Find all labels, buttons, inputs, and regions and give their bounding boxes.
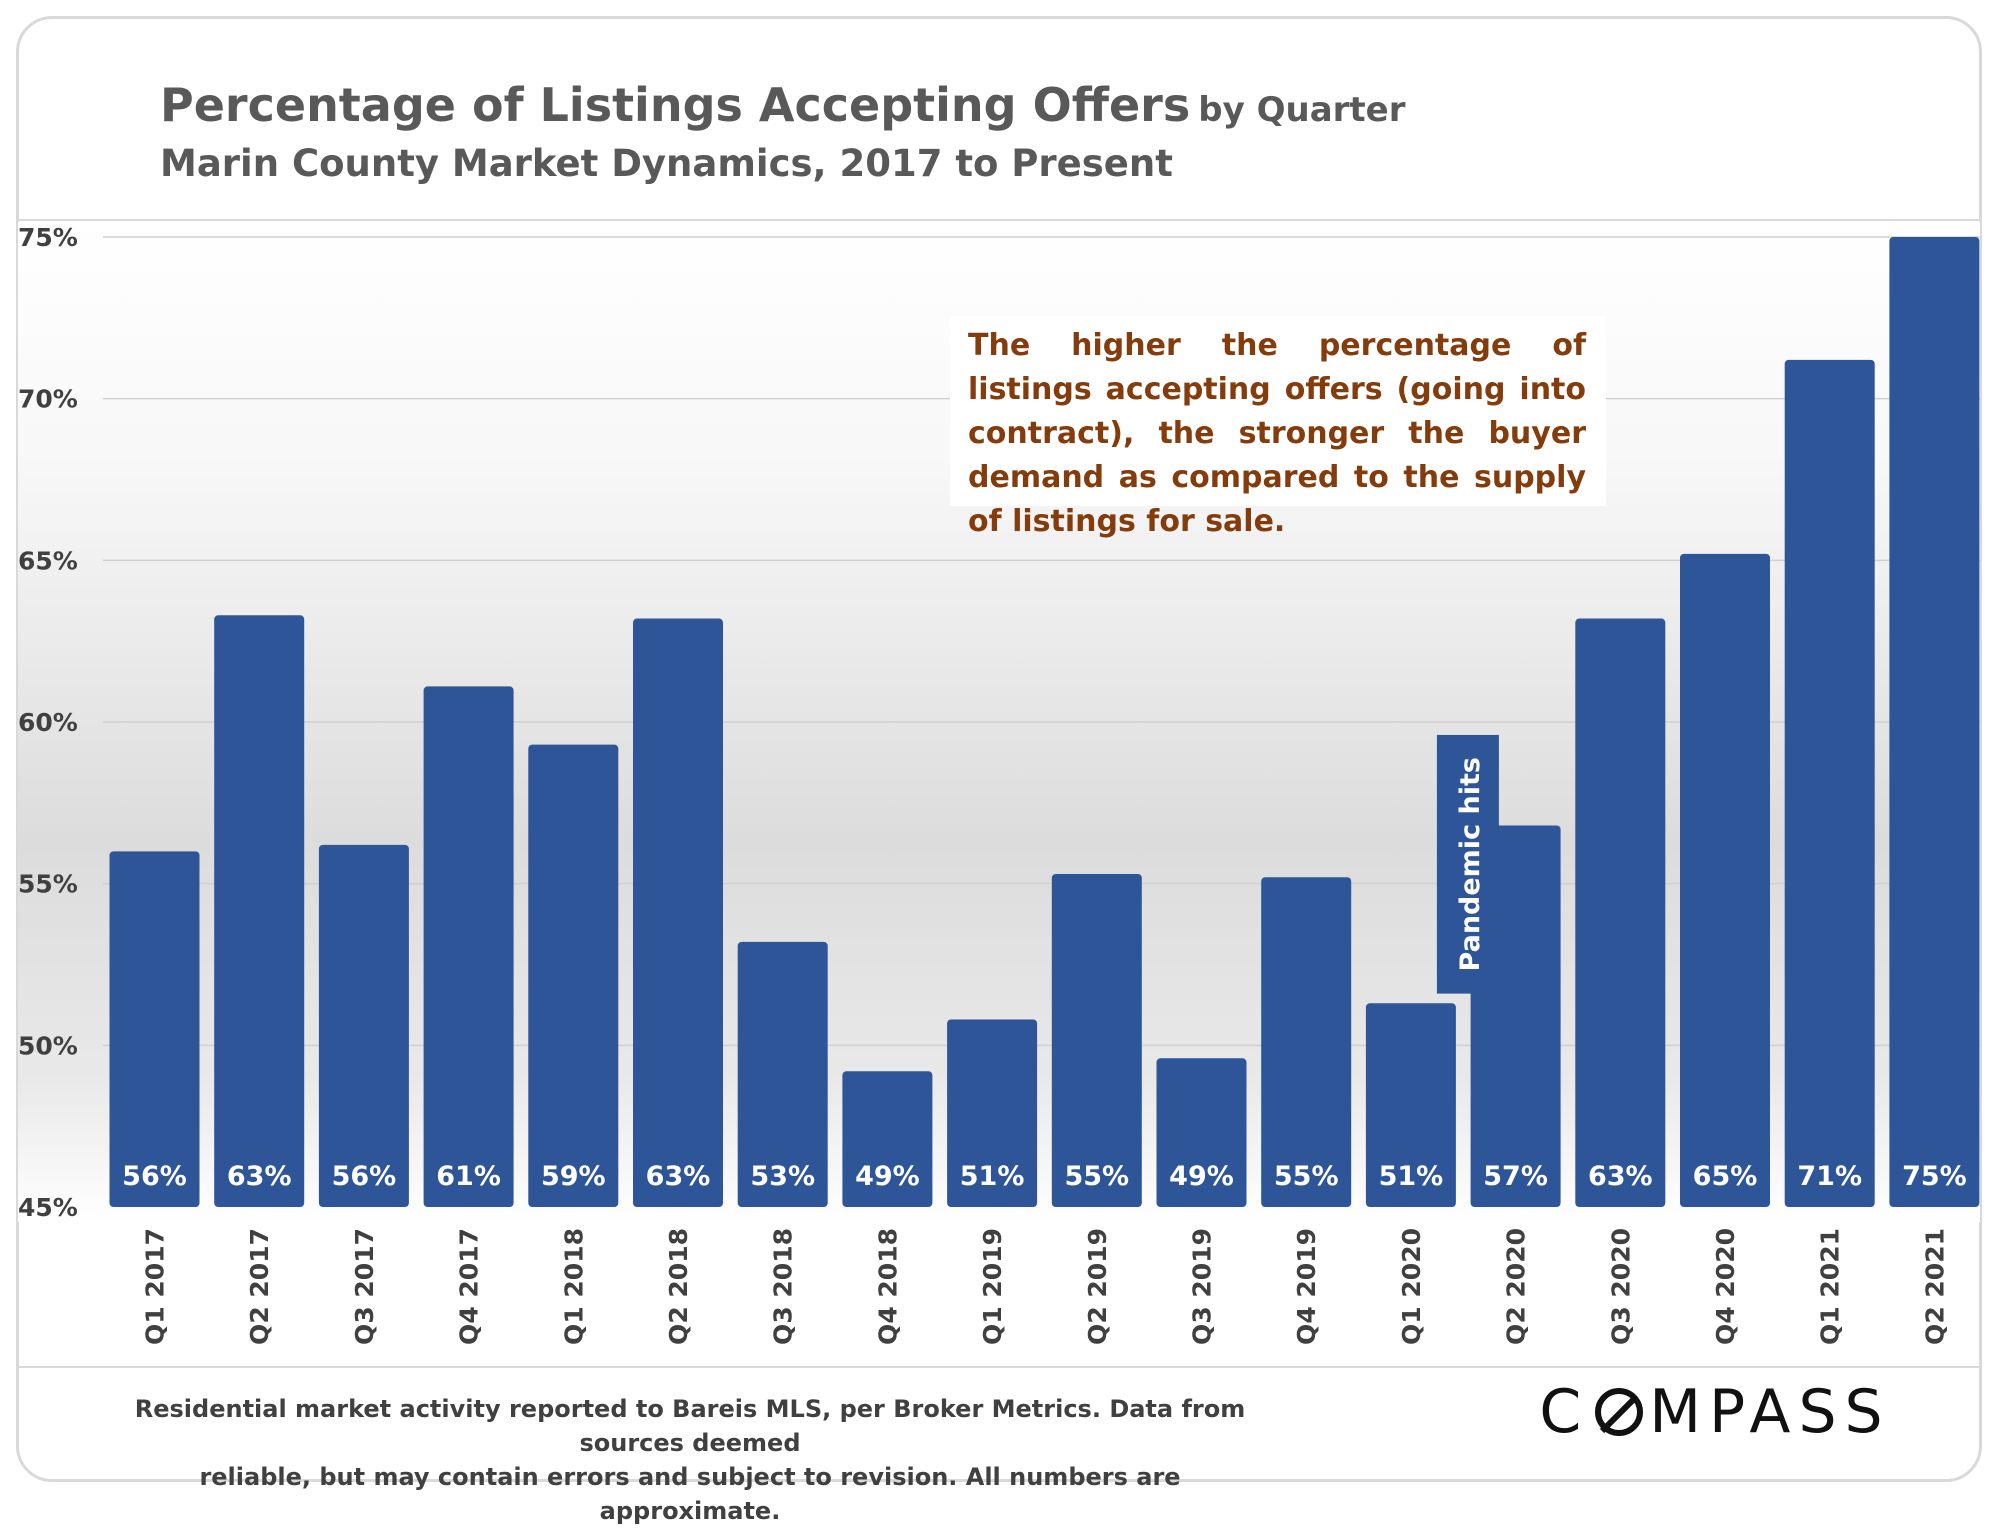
bar xyxy=(842,1071,933,1207)
header-divider xyxy=(18,219,1980,221)
compass-logo: C MPASS xyxy=(1525,1372,1905,1452)
callout-note: The higher the percentage of listings ac… xyxy=(950,316,1606,539)
y-tick-label: 60% xyxy=(18,708,78,737)
data-label: 49% xyxy=(1169,1161,1234,1192)
x-tick-label: Q2 2021 xyxy=(1920,1228,1949,1345)
logo-text-end: MPASS xyxy=(1649,1377,1891,1447)
data-label: 57% xyxy=(1483,1161,1548,1192)
bar xyxy=(318,844,409,1207)
x-tick-label: Q3 2019 xyxy=(1188,1228,1217,1345)
title-area: Percentage of Listings Accepting Offers b… xyxy=(160,78,1406,185)
logo-text-start: C xyxy=(1539,1377,1590,1447)
y-tick-label: 70% xyxy=(18,385,78,414)
x-tick-label: Q3 2020 xyxy=(1606,1228,1635,1345)
footnote-line-2: reliable, but may contain errors and sub… xyxy=(199,1463,1181,1525)
chart-title: Percentage of Listings Accepting Offers b… xyxy=(160,78,1406,132)
bar-chart: 45% 50% 55% 60% 65% 70% 75% 56% Q1 2017 63% Q2 20… xyxy=(18,222,1980,1345)
logo-compass-icon xyxy=(1595,1388,1644,1436)
bar xyxy=(947,1019,1038,1207)
bar xyxy=(528,744,619,1207)
bar xyxy=(1051,873,1142,1207)
bar xyxy=(1156,1058,1247,1207)
data-label: 51% xyxy=(1379,1161,1444,1192)
data-label: 56% xyxy=(332,1161,397,1192)
y-tick-label: 65% xyxy=(18,546,78,575)
x-tick-label: Q3 2018 xyxy=(769,1228,798,1345)
data-label: 53% xyxy=(750,1161,815,1192)
data-label: 51% xyxy=(960,1161,1025,1192)
footnote-line-1: Residential market activity reported to … xyxy=(134,1395,1246,1457)
x-tick-label: Q1 2017 xyxy=(141,1228,170,1345)
x-tick-label: Q1 2021 xyxy=(1816,1228,1845,1345)
data-label: 55% xyxy=(1064,1161,1129,1192)
x-tick-label: Q2 2018 xyxy=(664,1228,693,1345)
x-tick-label: Q2 2020 xyxy=(1502,1228,1531,1345)
bar xyxy=(109,851,200,1207)
x-tick-label: Q4 2018 xyxy=(873,1228,902,1345)
data-label: 56% xyxy=(122,1161,187,1192)
x-tick-label: Q4 2020 xyxy=(1711,1228,1740,1345)
x-tick-label: Q1 2018 xyxy=(559,1228,588,1345)
bar xyxy=(1680,553,1770,1207)
data-label: 55% xyxy=(1274,1161,1339,1192)
x-tick-label: Q4 2017 xyxy=(455,1228,484,1345)
source-footnote: Residential market activity reported to … xyxy=(110,1392,1270,1528)
y-tick-label: 75% xyxy=(18,223,78,252)
bar xyxy=(423,686,514,1207)
bar xyxy=(737,941,828,1207)
y-tick-label: 55% xyxy=(18,870,78,899)
data-label: 59% xyxy=(541,1161,606,1192)
chart-title-suffix: by Quarter xyxy=(1198,90,1406,130)
bar xyxy=(1575,618,1666,1207)
data-label: 71% xyxy=(1797,1161,1862,1192)
x-tick-label: Q4 2019 xyxy=(1292,1228,1321,1345)
data-label: 63% xyxy=(646,1161,711,1192)
x-tick-label: Q1 2019 xyxy=(978,1228,1007,1345)
bar xyxy=(1889,237,1980,1207)
bar xyxy=(633,618,723,1207)
bar xyxy=(1261,877,1352,1207)
data-label: 63% xyxy=(1588,1161,1653,1192)
x-tick-label: Q3 2017 xyxy=(350,1228,379,1345)
x-tick-label: Q1 2020 xyxy=(1397,1228,1426,1345)
footer-divider xyxy=(18,1366,1980,1368)
data-label: 49% xyxy=(855,1161,920,1192)
x-tick-label: Q2 2017 xyxy=(245,1228,274,1345)
x-tick-label: Q2 2019 xyxy=(1083,1228,1112,1345)
bar xyxy=(214,615,305,1207)
y-tick-label: 45% xyxy=(18,1193,78,1222)
bar xyxy=(1784,359,1875,1207)
chart-subtitle: Marin County Market Dynamics, 2017 to Pr… xyxy=(160,142,1173,185)
bar xyxy=(1365,1003,1456,1207)
data-label: 61% xyxy=(436,1161,501,1192)
y-tick-label: 50% xyxy=(18,1031,78,1060)
data-label: 63% xyxy=(227,1161,292,1192)
chart-title-main: Percentage of Listings Accepting Offers xyxy=(160,78,1191,132)
data-label: 65% xyxy=(1693,1161,1758,1192)
data-label: 75% xyxy=(1902,1161,1967,1192)
annotation-text: Pandemic hits xyxy=(1455,757,1486,971)
annotation-box xyxy=(1436,734,1499,994)
